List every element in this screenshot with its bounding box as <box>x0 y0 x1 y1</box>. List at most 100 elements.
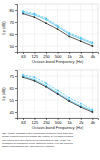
grid-line-y <box>17 112 98 113</box>
tick: 55 <box>10 98 17 103</box>
grid-line-x <box>46 4 47 52</box>
point <box>57 90 59 92</box>
tick: 75 <box>10 74 17 79</box>
grid-line-y <box>17 76 98 77</box>
series-line <box>23 75 92 110</box>
series-line <box>23 77 92 112</box>
y-axis-title: Lp (dB) <box>1 21 6 35</box>
tick-label: 70 <box>10 20 15 25</box>
tick: 4k <box>91 118 95 125</box>
tick-mark <box>15 10 17 11</box>
point <box>45 22 47 24</box>
grid-line-y <box>17 34 98 35</box>
tick: 60 <box>10 32 17 37</box>
tick-label: 80 <box>10 8 15 13</box>
caption: SEA validity consists of the comparison … <box>2 132 74 148</box>
tick-label: 63 <box>21 54 26 59</box>
point <box>45 86 47 88</box>
tick-label: 4k <box>91 54 95 59</box>
grid <box>17 70 98 118</box>
tick-label: 75 <box>10 74 15 79</box>
tick-label: 50 <box>10 44 15 49</box>
point <box>68 100 70 102</box>
series-line <box>23 76 92 111</box>
grid-line-x <box>57 4 58 52</box>
point <box>34 76 36 78</box>
grid-line-x <box>80 4 81 52</box>
tick-label: 60 <box>10 32 15 37</box>
point <box>22 13 24 15</box>
tick: 65 <box>10 86 17 91</box>
point <box>22 76 24 78</box>
tick-mark <box>15 46 17 47</box>
plot-frame <box>17 70 98 118</box>
axis-line <box>15 71 18 119</box>
grid-line-x <box>22 70 23 118</box>
point <box>34 13 36 15</box>
axis-line <box>15 5 18 53</box>
grid-line-x <box>92 70 93 118</box>
grid-line-x <box>80 70 81 118</box>
tick: 50 <box>10 44 17 49</box>
point <box>91 111 93 113</box>
x-axis-title: Octave-band Frequency (Hz) <box>32 125 84 130</box>
panel: 631252505001k2k4k50607080Octave-band Fre… <box>1 4 99 64</box>
point <box>45 18 47 20</box>
point <box>91 45 93 47</box>
grid-line-y <box>17 46 98 47</box>
tick-label: 65 <box>10 86 15 91</box>
point <box>68 97 70 99</box>
y-axis: 45 55 65 75 <box>10 71 18 119</box>
grid-line-x <box>22 4 23 52</box>
point <box>80 37 82 39</box>
point <box>57 28 59 30</box>
tick-mark <box>15 100 17 101</box>
grid-line-x <box>34 4 35 52</box>
caption-line: stage compartment (top) and first floor … <box>2 145 55 148</box>
grid-line-y <box>17 22 98 23</box>
grid-line-x <box>34 70 35 118</box>
point <box>80 106 82 108</box>
tick-label: 4k <box>91 120 95 125</box>
plot-frame <box>17 4 98 52</box>
data-layer <box>22 74 93 113</box>
x-axis-title: Octave-band Frequency (Hz) <box>32 59 84 64</box>
tick-label: 63 <box>21 120 26 125</box>
grid-line-x <box>92 4 93 52</box>
grid-line-x <box>57 70 58 118</box>
point <box>45 82 47 84</box>
grid <box>17 4 98 52</box>
y-axis-title: Lp (dB) <box>1 87 6 101</box>
point <box>22 10 24 12</box>
tick-mark <box>15 112 17 113</box>
panel: 631252505001k2k4k45556575Octave-band Fre… <box>1 70 99 130</box>
grid-line-x <box>69 70 70 118</box>
tick-mark <box>15 22 17 23</box>
grid-line-y <box>17 88 98 89</box>
grid-line-y <box>17 100 98 101</box>
point <box>80 103 82 105</box>
tick: 70 <box>10 20 17 25</box>
chart-root: 631252505001k2k4k50607080Octave-band Fre… <box>0 0 100 160</box>
grid-line-y <box>17 10 98 11</box>
tick-mark <box>15 88 17 89</box>
point <box>80 40 82 42</box>
point <box>68 36 70 38</box>
tick: 63 <box>21 118 26 125</box>
point <box>91 109 93 111</box>
tick: 45 <box>10 110 17 115</box>
tick: 63 <box>21 52 26 59</box>
y-axis: 50 60 70 80 <box>10 5 18 53</box>
tick-label: 45 <box>10 110 15 115</box>
tick-mark <box>15 34 17 35</box>
point <box>22 74 24 76</box>
point <box>68 32 70 34</box>
grid-line-x <box>46 70 47 118</box>
point <box>34 80 36 82</box>
point <box>34 16 36 18</box>
tick: 80 <box>10 8 17 13</box>
series-line <box>23 14 92 46</box>
tick-label: 55 <box>10 98 15 103</box>
tick-mark <box>15 76 17 77</box>
tick: 4k <box>91 52 95 59</box>
